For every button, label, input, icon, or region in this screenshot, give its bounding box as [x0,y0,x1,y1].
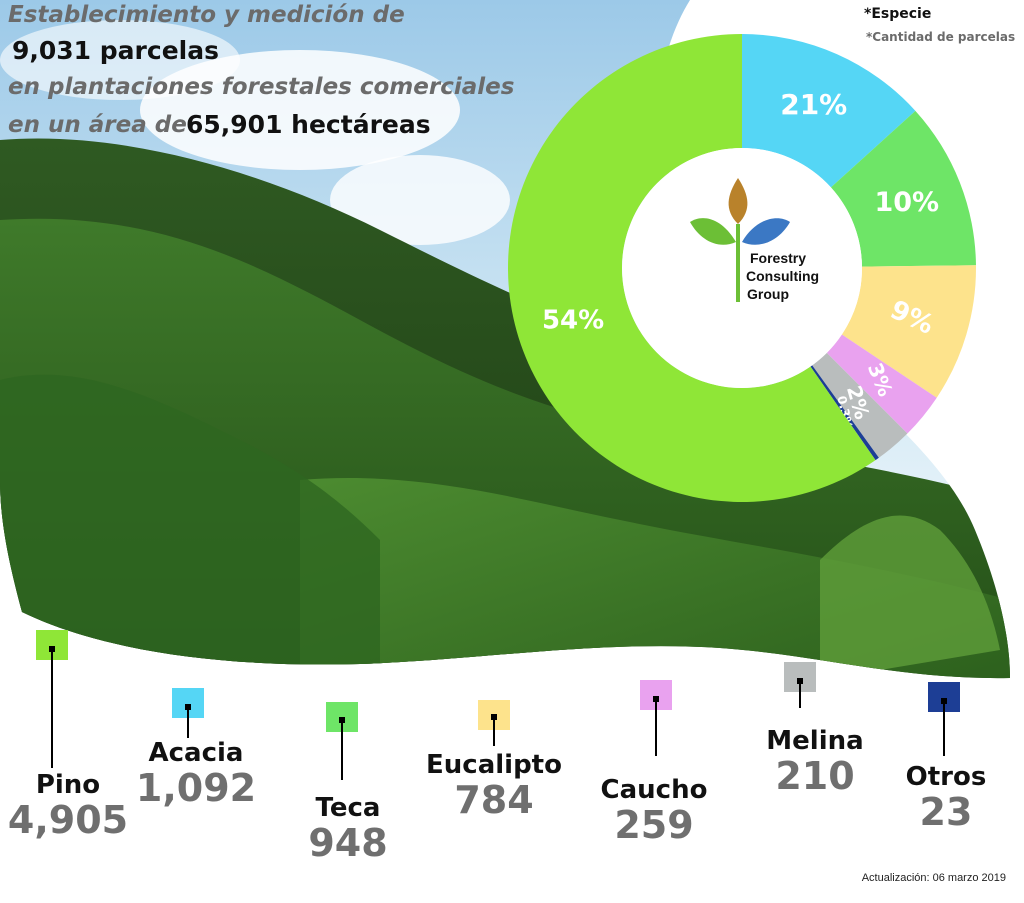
donut-slice-otros [810,365,879,461]
species-count-acacia: 1,092 [135,766,257,810]
stem-dot-melina [797,678,803,684]
header-line-3: en plantaciones forestales comerciales [8,74,515,100]
donut-label-teca: 10% [874,187,939,218]
logo-line-3: Group [747,286,789,302]
species-count-teca: 948 [308,821,388,865]
species-acacia: Acacia 1,092 [136,738,256,808]
stem-caucho [655,698,657,756]
stem-pino [51,650,53,768]
logo-line-1: Forestry [750,250,806,266]
stem-eucalipto [493,716,495,746]
logo-blue-leaf-icon [742,218,790,245]
logo: Forestry Consulting Group [690,178,819,302]
donut-slice-eucalipto [841,265,977,398]
species-name-melina: Melina [766,726,864,756]
donut-label-acacia: 21% [780,88,847,121]
donut-chart: 21%10%9%3%2%0.3%54% [508,34,977,502]
donut-center [622,148,862,388]
header-area-value: 65,901 hectáreas [186,110,431,139]
logo-green-leaf-icon [690,218,736,245]
logo-stem-icon [736,224,740,302]
donut-slice-acacia [742,34,916,188]
update-date: Actualización: 06 marzo 2019 [861,872,1006,884]
donut-slice-teca [830,110,976,267]
header-parcelas-count: 9,031 parcelas [12,36,219,65]
stem-dot-otros [941,698,947,704]
species-caucho: Caucho 259 [601,775,708,845]
species-name-acacia: Acacia [148,738,244,768]
species-count-eucalipto: 784 [454,778,534,822]
species-name-teca: Teca [315,793,381,823]
donut-label-pino: 54% [542,305,604,335]
logo-brown-leaf-icon [728,178,748,224]
stem-dot-caucho [653,696,659,702]
species-pino: Pino 4,905 [8,770,128,840]
species-otros: Otros 23 [906,762,987,832]
donut-slice-caucho [826,334,937,434]
species-count-pino: 4,905 [7,798,129,842]
species-eucalipto: Eucalipto 784 [426,750,562,820]
legend-cantidad: *Cantidad de parcelas [866,30,1016,44]
stem-teca [341,720,343,780]
donut-slice-pino [508,34,876,502]
stem-dot-pino [49,646,55,652]
header-line-4-prefix: en un área de [8,112,187,138]
logo-line-2: Consulting [746,268,819,284]
species-teca: Teca 948 [308,793,387,863]
species-name-pino: Pino [35,770,101,800]
header-line-1: Establecimiento y medición de [8,2,405,28]
stem-acacia [187,706,189,738]
legend-especie: *Especie [864,6,932,22]
species-count-caucho: 259 [614,803,694,847]
stem-dot-acacia [185,704,191,710]
species-name-caucho: Caucho [600,775,708,805]
species-name-eucalipto: Eucalipto [426,750,562,780]
species-melina: Melina 210 [766,726,863,796]
donut-slice-melina [812,352,908,458]
stem-dot-eucalipto [491,714,497,720]
species-count-otros: 23 [919,790,973,834]
stem-melina [799,680,801,708]
stem-otros [943,700,945,756]
stem-dot-teca [339,717,345,723]
species-name-otros: Otros [905,762,987,792]
species-count-melina: 210 [775,754,855,798]
